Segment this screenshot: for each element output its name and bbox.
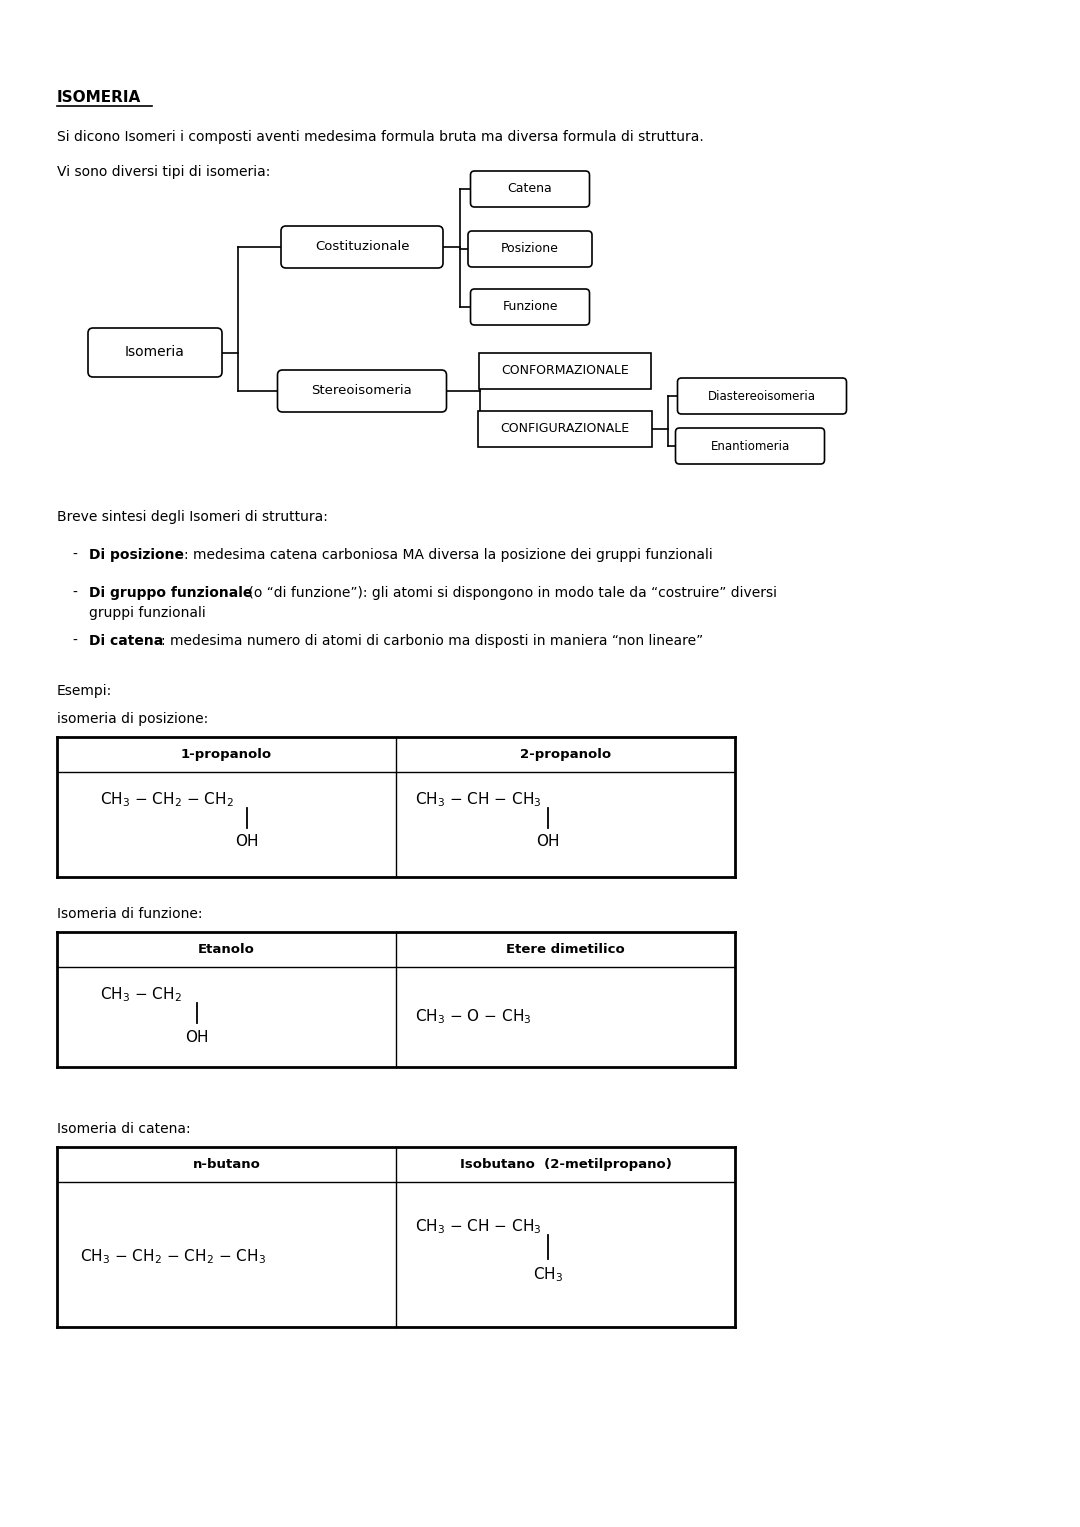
Text: : medesima numero di atomi di carbonio ma disposti in maniera “non lineare”: : medesima numero di atomi di carbonio m… bbox=[161, 634, 703, 647]
Text: gruppi funzionali: gruppi funzionali bbox=[89, 606, 206, 620]
Text: CH$_3$ $-$ CH$_2$ $-$ CH$_2$: CH$_3$ $-$ CH$_2$ $-$ CH$_2$ bbox=[100, 791, 234, 809]
Text: 2-propanolo: 2-propanolo bbox=[519, 748, 611, 760]
Text: CONFIGURAZIONALE: CONFIGURAZIONALE bbox=[500, 423, 630, 435]
Text: -: - bbox=[72, 548, 77, 562]
FancyBboxPatch shape bbox=[471, 289, 590, 325]
Text: Funzione: Funzione bbox=[502, 301, 557, 313]
Text: CH$_3$ $-$ CH$_2$ $-$ CH$_2$ $-$ CH$_3$: CH$_3$ $-$ CH$_2$ $-$ CH$_2$ $-$ CH$_3$ bbox=[80, 1248, 266, 1266]
Text: Etere dimetilico: Etere dimetilico bbox=[507, 944, 625, 956]
Text: : medesima catena carboniosa MA diversa la posizione dei gruppi funzionali: : medesima catena carboniosa MA diversa … bbox=[184, 548, 713, 562]
Text: CH$_3$ $-$ CH $-$ CH$_3$: CH$_3$ $-$ CH $-$ CH$_3$ bbox=[415, 791, 542, 809]
Text: (o “di funzione”): gli atomi si dispongono in modo tale da “costruire” diversi: (o “di funzione”): gli atomi si dispongo… bbox=[244, 586, 777, 600]
Text: OH: OH bbox=[186, 1029, 208, 1044]
FancyBboxPatch shape bbox=[87, 328, 222, 377]
Text: isomeria di posizione:: isomeria di posizione: bbox=[57, 712, 208, 725]
Text: CH$_3$ $-$ O $-$ CH$_3$: CH$_3$ $-$ O $-$ CH$_3$ bbox=[415, 1008, 531, 1026]
Text: CONFORMAZIONALE: CONFORMAZIONALE bbox=[501, 365, 629, 377]
FancyBboxPatch shape bbox=[468, 231, 592, 267]
Text: Etanolo: Etanolo bbox=[198, 944, 255, 956]
Text: Esempi:: Esempi: bbox=[57, 684, 112, 698]
FancyBboxPatch shape bbox=[471, 171, 590, 208]
Text: Di catena: Di catena bbox=[89, 634, 163, 647]
Text: 1-propanolo: 1-propanolo bbox=[181, 748, 272, 760]
FancyBboxPatch shape bbox=[478, 411, 652, 447]
Text: Isomeria di catena:: Isomeria di catena: bbox=[57, 1122, 191, 1136]
Text: CH$_3$ $-$ CH$_2$: CH$_3$ $-$ CH$_2$ bbox=[100, 985, 181, 1005]
Text: CH$_3$: CH$_3$ bbox=[532, 1266, 563, 1284]
Text: Diastereoisomeria: Diastereoisomeria bbox=[708, 389, 816, 403]
Text: Isobutano  (2-metilpropano): Isobutano (2-metilpropano) bbox=[460, 1157, 672, 1171]
Text: Isomeria: Isomeria bbox=[125, 345, 185, 359]
Text: Catena: Catena bbox=[508, 183, 552, 195]
Text: Si dicono Isomeri i composti aventi medesima formula bruta ma diversa formula di: Si dicono Isomeri i composti aventi mede… bbox=[57, 130, 704, 144]
Text: OH: OH bbox=[537, 834, 559, 849]
Text: Breve sintesi degli Isomeri di struttura:: Breve sintesi degli Isomeri di struttura… bbox=[57, 510, 328, 524]
Text: OH: OH bbox=[235, 834, 259, 849]
Text: ISOMERIA: ISOMERIA bbox=[57, 90, 141, 105]
Text: Enantiomeria: Enantiomeria bbox=[711, 440, 789, 452]
FancyBboxPatch shape bbox=[675, 428, 824, 464]
FancyBboxPatch shape bbox=[677, 379, 847, 414]
Text: Costituzionale: Costituzionale bbox=[314, 240, 409, 253]
Text: CH$_3$ $-$ CH $-$ CH$_3$: CH$_3$ $-$ CH $-$ CH$_3$ bbox=[415, 1217, 542, 1237]
FancyBboxPatch shape bbox=[278, 370, 446, 412]
Text: Stereoisomeria: Stereoisomeria bbox=[312, 385, 413, 397]
FancyBboxPatch shape bbox=[480, 353, 651, 389]
Text: -: - bbox=[72, 634, 77, 647]
Text: Posizione: Posizione bbox=[501, 243, 559, 255]
Text: -: - bbox=[72, 586, 77, 600]
Text: Isomeria di funzione:: Isomeria di funzione: bbox=[57, 907, 203, 921]
Text: Vi sono diversi tipi di isomeria:: Vi sono diversi tipi di isomeria: bbox=[57, 165, 270, 179]
FancyBboxPatch shape bbox=[281, 226, 443, 269]
Text: Di gruppo funzionale: Di gruppo funzionale bbox=[89, 586, 253, 600]
Text: Di posizione: Di posizione bbox=[89, 548, 184, 562]
Text: n-butano: n-butano bbox=[192, 1157, 260, 1171]
